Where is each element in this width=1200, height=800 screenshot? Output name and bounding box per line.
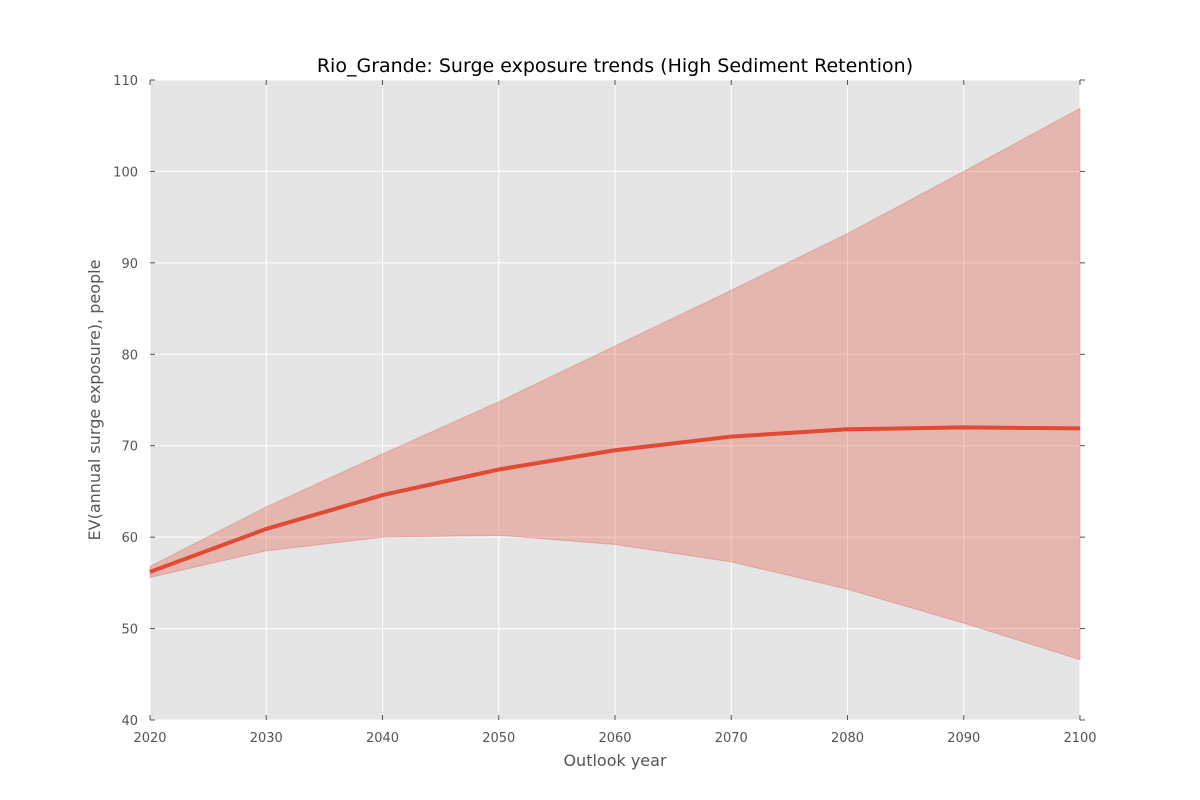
x-tick-label: 2030 [250, 731, 283, 746]
y-tick-label: 40 [121, 714, 138, 729]
mean-line [149, 425, 1081, 574]
y-tick-label: 110 [113, 74, 138, 89]
x-tick-label: 2070 [715, 731, 748, 746]
x-tick-label: 2060 [598, 731, 631, 746]
y-tick-label: 70 [121, 440, 138, 455]
x-tick-label: 2080 [831, 731, 864, 746]
x-tick-label: 2100 [1063, 731, 1096, 746]
y-axis-label: EV(annual surge exposure), people [85, 260, 104, 541]
axis-ticks: 2020 2030 2040 2050 2060 2070 2080 2090 2100 40 50… [113, 74, 1096, 746]
y-tick-label: 100 [113, 165, 138, 180]
y-tick-label: 60 [121, 531, 138, 546]
uncertainty-band [149, 107, 1081, 661]
x-tick-label: 2020 [133, 731, 166, 746]
chart-title: Rio_Grande: Surge exposure trends (High … [317, 55, 913, 77]
x-tick-label: 2050 [482, 731, 515, 746]
x-axis-label: Outlook year [563, 751, 667, 770]
x-tick-label: 2040 [366, 731, 399, 746]
y-tick-label: 90 [121, 257, 138, 272]
y-tick-label: 50 [121, 623, 138, 638]
x-tick-label: 2090 [947, 731, 980, 746]
y-tick-label: 80 [121, 348, 138, 363]
